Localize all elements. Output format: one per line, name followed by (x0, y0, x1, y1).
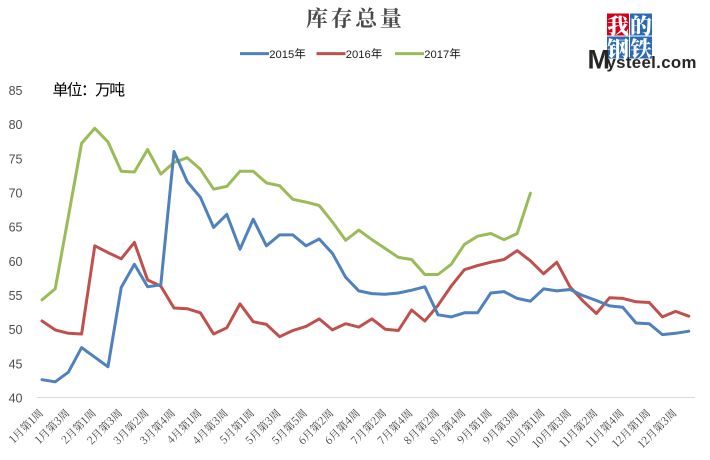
svg-text:85: 85 (9, 84, 23, 98)
svg-text:75: 75 (9, 152, 23, 166)
svg-text:50: 50 (9, 323, 23, 337)
svg-text:60: 60 (9, 255, 23, 269)
svg-text:55: 55 (9, 289, 23, 303)
svg-text:ysteel.com: ysteel.com (607, 53, 697, 72)
svg-text:80: 80 (9, 118, 23, 132)
svg-text:2015: 2015 (269, 49, 294, 61)
svg-text:M: M (588, 45, 611, 75)
svg-text:40: 40 (9, 392, 23, 406)
svg-text:2016: 2016 (346, 49, 371, 61)
svg-text:2017: 2017 (424, 49, 449, 61)
svg-text:70: 70 (9, 187, 23, 201)
svg-text:45: 45 (9, 357, 23, 371)
svg-text:65: 65 (9, 221, 23, 235)
